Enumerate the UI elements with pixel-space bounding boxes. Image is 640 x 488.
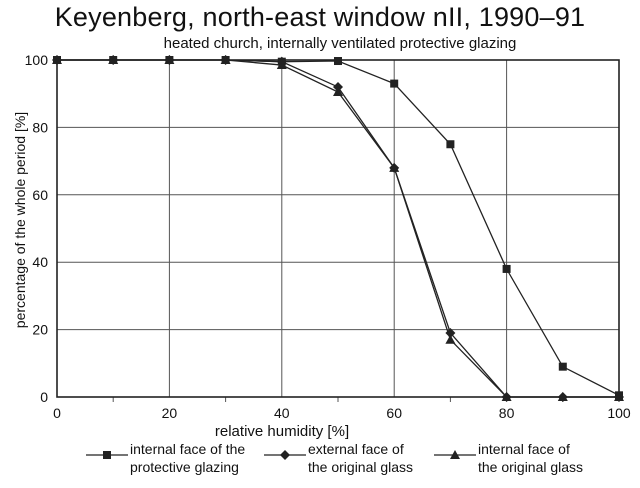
chart-subtitle: heated church, internally ventilated pro… <box>163 35 517 52</box>
series-line <box>57 59 620 396</box>
series-line <box>57 59 619 398</box>
y-tick-label: 60 <box>32 187 48 203</box>
triangle-marker <box>445 334 456 344</box>
y-tick-label: 80 <box>32 119 48 135</box>
x-axis-label: relative humidity [%] <box>214 423 350 440</box>
x-tick-label: 40 <box>274 405 290 421</box>
square-marker <box>502 264 511 273</box>
x-tick-label: 100 <box>607 405 631 421</box>
legend-item-external-original: external face of the original glass <box>262 440 413 476</box>
triangle-marker <box>333 87 343 97</box>
square-marker <box>334 57 342 66</box>
legend-item-internal-original: internal face of the original glass <box>432 440 583 476</box>
diamond-marker <box>333 81 343 92</box>
legend-label: external face of the original glass <box>308 441 414 475</box>
y-tick-label: 20 <box>32 322 48 338</box>
series-layer <box>52 55 624 402</box>
x-tick-label: 80 <box>499 405 515 421</box>
triangle-marker <box>276 60 287 70</box>
legend-triangle-marker-icon <box>432 444 478 466</box>
legend: internal face of the protective glazing … <box>0 440 640 488</box>
square-marker <box>390 79 399 88</box>
series-3 <box>52 55 624 401</box>
grid-layer <box>56 59 620 402</box>
triangle-marker <box>389 162 400 172</box>
x-tick-label: 60 <box>386 405 402 421</box>
square-marker <box>446 140 455 149</box>
plot-frame <box>56 59 620 398</box>
x-tick-label: 0 <box>53 405 61 421</box>
y-tick-label: 0 <box>40 389 48 405</box>
tick-label-layer: 0 20 40 60 80 100 0 20 40 60 80 100 <box>25 52 631 421</box>
y-tick-label: 100 <box>25 52 49 68</box>
legend-diamond-marker-icon <box>262 444 308 466</box>
chart-title: Keyenberg, north-east window nII, 1990–9… <box>54 2 586 32</box>
y-tick-label: 40 <box>32 254 48 270</box>
chart-plot: 0 20 40 60 80 100 0 20 40 60 80 100 <box>25 52 631 421</box>
x-tick-label: 20 <box>162 405 178 421</box>
legend-square-marker-icon <box>84 444 130 466</box>
legend-label: internal face of the protective glazing <box>130 441 246 475</box>
legend-item-protective-glazing: internal face of the protective glazing <box>84 440 245 476</box>
series-line <box>57 59 619 398</box>
legend-label: internal face of the original glass <box>478 441 584 475</box>
series-2 <box>52 55 624 402</box>
square-marker <box>558 362 567 371</box>
series-1 <box>53 56 623 400</box>
